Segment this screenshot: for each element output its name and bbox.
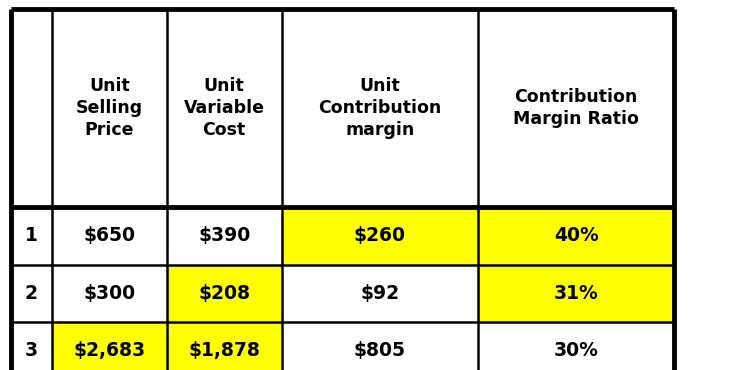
Text: Unit
Contribution
margin: Unit Contribution margin — [318, 77, 442, 139]
Bar — [282, 207, 478, 265]
Text: $390: $390 — [198, 226, 250, 245]
Bar — [52, 207, 167, 265]
Bar — [11, 9, 52, 207]
Text: 31%: 31% — [554, 284, 599, 303]
Text: 2: 2 — [25, 284, 38, 303]
Bar — [52, 265, 167, 322]
Bar — [478, 322, 674, 370]
Text: $2,683: $2,683 — [73, 341, 145, 360]
Bar — [478, 265, 674, 322]
Text: Unit
Selling
Price: Unit Selling Price — [76, 77, 143, 139]
Bar — [282, 322, 478, 370]
Bar — [11, 322, 52, 370]
Text: 1: 1 — [25, 226, 38, 245]
Text: $92: $92 — [360, 284, 399, 303]
Text: $208: $208 — [198, 284, 250, 303]
Bar — [282, 265, 478, 322]
Bar — [11, 207, 52, 265]
Text: $1,878: $1,878 — [188, 341, 260, 360]
Text: $805: $805 — [353, 341, 406, 360]
Text: 40%: 40% — [554, 226, 599, 245]
Bar — [167, 265, 282, 322]
Bar — [52, 322, 167, 370]
Text: Contribution
Margin Ratio: Contribution Margin Ratio — [514, 88, 639, 128]
Bar — [167, 322, 282, 370]
Text: 3: 3 — [25, 341, 38, 360]
Text: $300: $300 — [83, 284, 136, 303]
Text: $260: $260 — [353, 226, 406, 245]
Bar — [167, 9, 282, 207]
Bar — [478, 9, 674, 207]
Bar — [478, 207, 674, 265]
Text: $650: $650 — [83, 226, 136, 245]
Bar — [167, 207, 282, 265]
Text: 30%: 30% — [554, 341, 599, 360]
Bar — [11, 265, 52, 322]
Text: Unit
Variable
Cost: Unit Variable Cost — [184, 77, 265, 139]
Bar — [52, 9, 167, 207]
Bar — [282, 9, 478, 207]
